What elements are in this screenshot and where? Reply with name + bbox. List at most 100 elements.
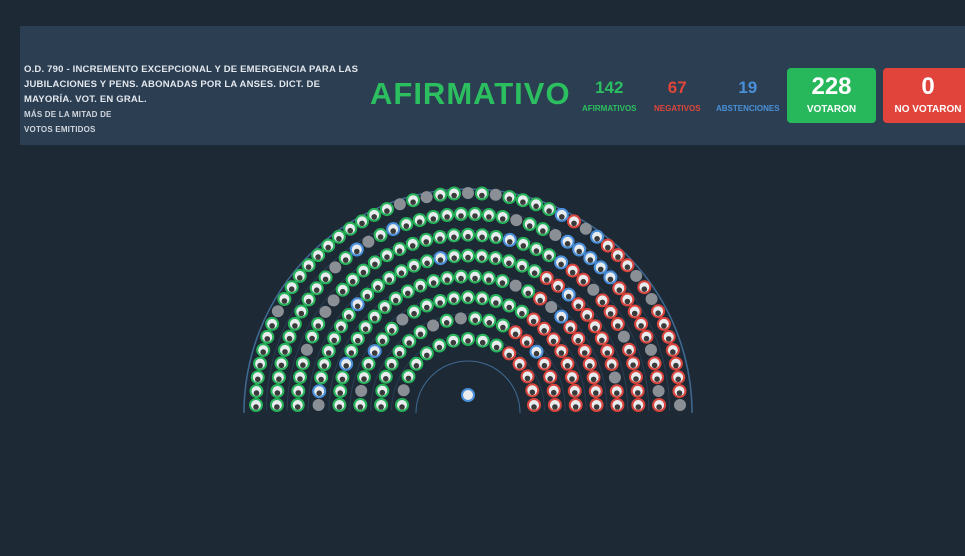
deputy-photo-icon (437, 300, 443, 306)
seat-ausente[interactable] (645, 293, 658, 305)
deputy-photo-icon (506, 196, 513, 202)
seat-ausente[interactable] (652, 385, 665, 397)
seat-ausente[interactable] (319, 305, 332, 318)
deputy-photo-icon (274, 390, 281, 396)
seat-ausente[interactable] (454, 312, 467, 325)
deputy-photo-icon (372, 261, 378, 268)
deputy-photo-icon (479, 339, 486, 346)
deputy-photo-icon (458, 213, 464, 219)
deputy-photo-icon (499, 216, 506, 222)
deputy-photo-icon (519, 310, 525, 317)
deputy-photo-icon (281, 298, 288, 304)
deputy-photo-icon (409, 243, 416, 249)
deputy-photo-icon (506, 260, 512, 267)
majority-type-2: VOTOS EMITIDOS (24, 125, 96, 134)
deputy-photo-icon (567, 326, 574, 333)
deputy-photo-icon (641, 286, 648, 293)
deputy-photo-icon (584, 314, 590, 320)
deputy-photo-icon (398, 270, 405, 277)
deputy-photo-icon (413, 363, 420, 369)
deputy-photo-icon (347, 227, 354, 234)
deputy-photo-icon (665, 336, 672, 342)
deputy-photo-icon (550, 389, 557, 396)
deputy-photo-icon (580, 278, 587, 285)
seat-ausente[interactable] (312, 399, 325, 411)
seat-presidente[interactable] (461, 388, 475, 402)
deputy-photo-icon (537, 297, 543, 304)
deputy-photo-icon (292, 323, 298, 329)
seat-ausente[interactable] (510, 214, 523, 227)
seat-ausente[interactable] (489, 188, 502, 201)
seat-ausente[interactable] (579, 222, 592, 235)
seat-ausente[interactable] (397, 384, 410, 397)
deputy-photo-icon (458, 275, 464, 282)
seat-ausente[interactable] (545, 301, 558, 313)
deputy-photo-icon (371, 214, 378, 220)
deputy-photo-icon (360, 269, 367, 276)
deputy-photo-icon (552, 404, 558, 410)
seat-ausente[interactable] (327, 294, 340, 307)
seat-ausente[interactable] (645, 343, 657, 356)
seat-ausente[interactable] (509, 279, 522, 292)
deputy-photo-icon (313, 287, 320, 294)
seat-ausente[interactable] (362, 235, 375, 248)
deputy-photo-icon (493, 344, 500, 351)
deputy-photo-icon (529, 389, 536, 396)
deputy-photo-icon (616, 287, 623, 294)
deputy-photo-icon (437, 236, 443, 242)
deputy-photo-icon (254, 376, 261, 383)
deputy-photo-icon (318, 376, 324, 383)
deputy-photo-icon (547, 376, 553, 382)
deputy-photo-icon (315, 254, 321, 260)
deputy-photo-icon (337, 390, 344, 396)
seat-ausente[interactable] (393, 198, 406, 211)
seat-ausente[interactable] (608, 371, 621, 384)
deputy-photo-icon (530, 318, 537, 325)
deputy-photo-icon (297, 275, 303, 281)
deputy-photo-icon (506, 304, 512, 311)
row-guide (265, 208, 671, 412)
deputy-photo-icon (379, 338, 386, 345)
deputy-photo-icon (359, 220, 365, 227)
deputy-photo-icon (362, 326, 369, 333)
seat-ausente[interactable] (355, 384, 368, 397)
seat-ausente[interactable] (300, 343, 313, 356)
seat-ausente[interactable] (420, 191, 433, 204)
deputy-photo-icon (472, 317, 479, 324)
deputy-photo-icon (295, 390, 302, 396)
deputy-photo-icon (417, 331, 424, 338)
deputy-photo-icon (444, 214, 450, 220)
deputy-photo-icon (624, 264, 631, 271)
deputy-photo-icon (384, 208, 390, 214)
seat-ausente[interactable] (271, 305, 284, 318)
seat-ausente[interactable] (427, 319, 440, 332)
deputy-photo-icon (465, 254, 471, 261)
deputy-photo-icon (451, 297, 457, 304)
seat-ausente[interactable] (462, 187, 474, 199)
deputy-photo-icon (593, 390, 599, 396)
deputy-photo-icon (516, 363, 523, 369)
hemicycle-arc (415, 360, 521, 414)
seat-ausente[interactable] (617, 330, 630, 343)
seat-ausente[interactable] (549, 229, 562, 241)
seat-ausente[interactable] (630, 269, 643, 282)
deputy-photo-icon (411, 264, 417, 271)
seat-ausente[interactable] (396, 313, 409, 326)
seat-ausente[interactable] (674, 399, 686, 411)
deputy-photo-icon (550, 338, 557, 345)
deputy-photo-icon (519, 264, 525, 271)
deputy-photo-icon (322, 276, 329, 283)
deputy-photo-icon (614, 390, 620, 397)
deputy-photo-icon (286, 335, 293, 342)
deputy-photo-icon (465, 338, 471, 344)
deputy-photo-icon (315, 323, 322, 329)
deputy-photo-icon (493, 300, 499, 306)
seat-ausente[interactable] (587, 283, 600, 296)
deputy-photo-icon (378, 404, 384, 410)
deputy-photo-icon (654, 376, 660, 383)
seat-ausente[interactable] (329, 261, 342, 274)
deputy-photo-icon (405, 290, 411, 297)
deputy-photo-icon (436, 344, 443, 351)
abstenciones-stat: 19 ABSTENCIONES (716, 78, 780, 113)
